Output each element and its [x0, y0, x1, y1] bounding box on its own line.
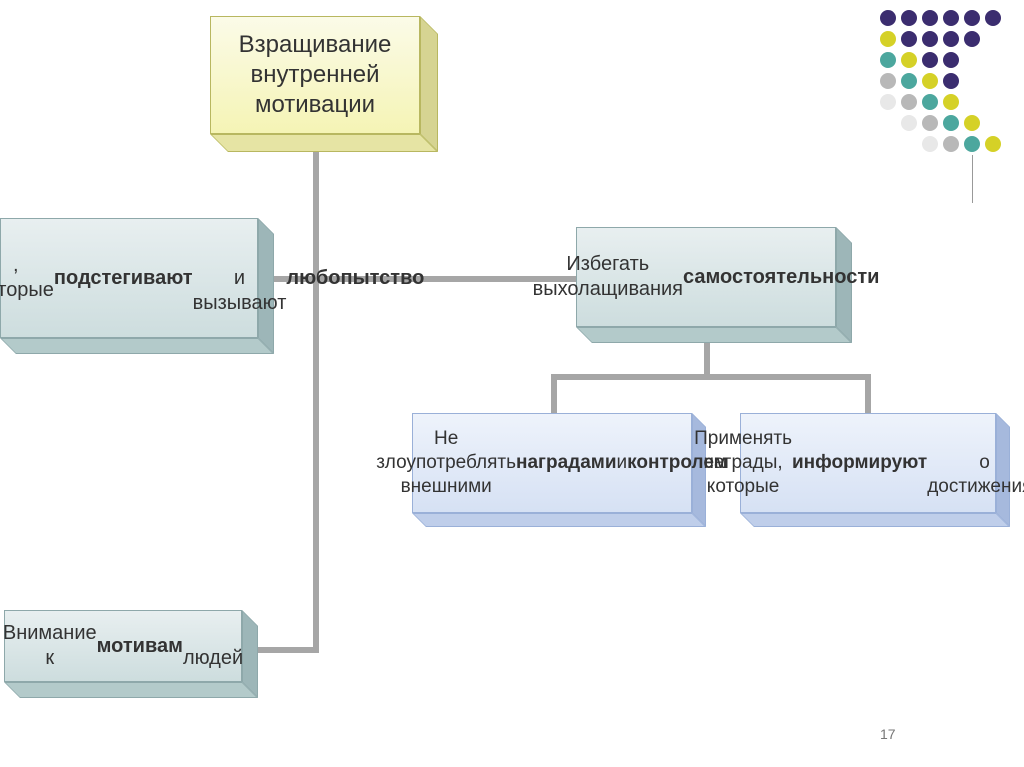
- connector: [865, 374, 871, 414]
- node-avoid: Избегатьвыхолащиваниясамостоятельности: [576, 227, 852, 343]
- connector: [551, 374, 557, 414]
- node-apply: Применять награды,которыеинформируюто до…: [740, 413, 1010, 527]
- node-attention: Внимание к мотивамлюдей: [4, 610, 258, 698]
- node-tasks-label: Ставить задачи, которыеподстегиваюти выз…: [0, 218, 258, 338]
- connector: [313, 150, 319, 653]
- page-number: 17: [880, 726, 896, 742]
- node-root: Взращиваниевнутреннеймотивации: [210, 16, 438, 152]
- node-apply-label: Применять награды,которыеинформируюто до…: [740, 413, 996, 513]
- connector: [257, 647, 319, 653]
- connector: [551, 374, 871, 380]
- node-abuse-label: Не злоупотреблятьвнешниминаградами и кон…: [412, 413, 692, 513]
- node-attention-label: Внимание к мотивамлюдей: [4, 610, 242, 682]
- node-avoid-label: Избегатьвыхолащиваниясамостоятельности: [576, 227, 836, 327]
- node-abuse: Не злоупотреблятьвнешниминаградами и кон…: [412, 413, 706, 527]
- side-line: [972, 155, 973, 203]
- node-tasks: Ставить задачи, которыеподстегиваюти выз…: [0, 218, 274, 354]
- connector: [704, 342, 710, 378]
- node-root-label: Взращиваниевнутреннеймотивации: [210, 16, 420, 134]
